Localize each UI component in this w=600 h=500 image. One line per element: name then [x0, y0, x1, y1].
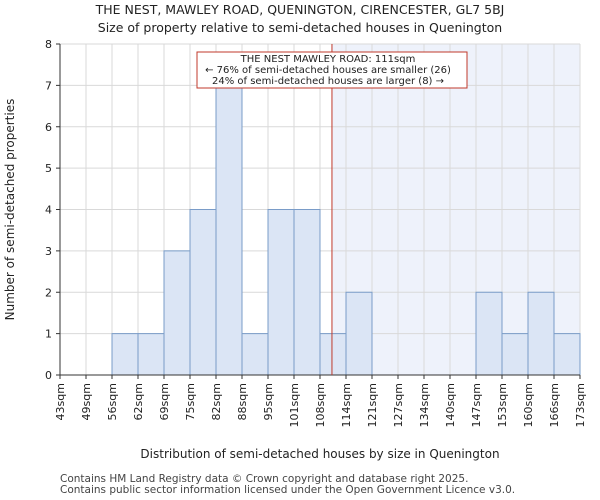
- x-tick-label: 88sqm: [236, 383, 249, 420]
- histogram-bar: [137, 333, 165, 376]
- y-tick: 1: [45, 328, 60, 341]
- x-tick: 121sqm: [366, 375, 379, 427]
- x-tick-label: 108sqm: [314, 383, 327, 427]
- x-tick: 160sqm: [522, 375, 535, 427]
- x-tick: 127sqm: [392, 375, 405, 427]
- x-tick: 173sqm: [574, 375, 587, 427]
- y-tick-label: 7: [45, 79, 52, 92]
- x-tick-label: 153sqm: [496, 383, 509, 427]
- x-tick: 43sqm: [54, 375, 67, 420]
- y-tick: 6: [45, 121, 60, 134]
- y-tick: 3: [45, 245, 60, 258]
- y-tick: 4: [45, 204, 60, 217]
- histogram-bar: [241, 333, 269, 376]
- x-tick: 49sqm: [80, 375, 93, 420]
- x-tick-label: 43sqm: [54, 383, 67, 420]
- x-tick: 114sqm: [340, 375, 353, 427]
- property-annotation: THE NEST MAWLEY ROAD: 111sqm ← 76% of se…: [196, 51, 468, 89]
- annotation-line-1: THE NEST MAWLEY ROAD: 111sqm: [240, 54, 416, 65]
- x-tick: 62sqm: [132, 375, 145, 420]
- x-tick-label: 62sqm: [132, 383, 145, 420]
- histogram-bar: [293, 209, 321, 376]
- histogram-bar: [111, 333, 139, 376]
- x-tick-label: 147sqm: [470, 383, 483, 427]
- x-tick: 88sqm: [236, 375, 249, 420]
- x-tick-label: 166sqm: [548, 383, 561, 427]
- y-tick: 7: [45, 79, 60, 92]
- x-tick: 75sqm: [184, 375, 197, 420]
- x-tick-label: 101sqm: [288, 383, 301, 427]
- x-tick: 69sqm: [158, 375, 171, 420]
- histogram-bar: [215, 84, 243, 376]
- y-tick-label: 8: [45, 38, 52, 51]
- x-tick-label: 49sqm: [80, 383, 93, 420]
- y-tick: 8: [45, 38, 60, 51]
- x-tick-label: 173sqm: [574, 383, 587, 427]
- histogram-bar: [267, 209, 295, 376]
- x-tick-label: 69sqm: [158, 383, 171, 420]
- footer-attribution-1: Contains HM Land Registry data © Crown c…: [60, 473, 469, 485]
- x-tick-label: 121sqm: [366, 383, 379, 427]
- y-tick-label: 5: [45, 162, 52, 175]
- x-tick-label: 114sqm: [340, 383, 353, 427]
- x-tick: 95sqm: [262, 375, 275, 420]
- annotation-line-2: ← 76% of semi-detached houses are smalle…: [205, 65, 451, 76]
- y-tick-label: 1: [45, 328, 52, 341]
- x-tick: 166sqm: [548, 375, 561, 427]
- x-tick: 56sqm: [106, 375, 119, 420]
- y-axis-label: Number of semi-detached properties: [3, 99, 17, 321]
- x-tick: 82sqm: [210, 375, 223, 420]
- annotation-line-3: 24% of semi-detached houses are larger (…: [212, 76, 444, 87]
- y-tick-label: 4: [45, 204, 52, 217]
- x-tick: 153sqm: [496, 375, 509, 427]
- x-tick: 101sqm: [288, 375, 301, 427]
- y-tick: 5: [45, 162, 60, 175]
- x-tick-label: 75sqm: [184, 383, 197, 420]
- x-tick-label: 140sqm: [444, 383, 457, 427]
- x-tick: 147sqm: [470, 375, 483, 427]
- x-tick: 140sqm: [444, 375, 457, 427]
- histogram-bar: [189, 209, 217, 376]
- annotation-box: [196, 51, 468, 89]
- histogram-bar: [501, 333, 529, 376]
- histogram-bar: [163, 250, 191, 376]
- histogram-bar: [553, 333, 581, 376]
- x-tick-label: 95sqm: [262, 383, 275, 420]
- histogram-bar: [527, 291, 555, 376]
- y-tick-label: 6: [45, 121, 52, 134]
- x-tick-label: 160sqm: [522, 383, 535, 427]
- x-tick: 108sqm: [314, 375, 327, 427]
- histogram-bar: [319, 333, 347, 376]
- histogram-chart: 0 1 2 3 4 5 6 7 8 43sqm 49sqm 56sqm 62sqm 69sqm 75sqm…: [3, 38, 587, 461]
- chart-title: THE NEST, MAWLEY ROAD, QUENINGTON, CIREN…: [95, 2, 505, 17]
- y-tick: 2: [45, 286, 60, 299]
- x-tick-label: 134sqm: [418, 383, 431, 427]
- histogram-bar: [475, 291, 503, 376]
- y-tick-label: 3: [45, 245, 52, 258]
- x-axis-label: Distribution of semi-detached houses by …: [140, 447, 499, 461]
- x-tick-label: 56sqm: [106, 383, 119, 420]
- x-tick: 134sqm: [418, 375, 431, 427]
- histogram-bar: [345, 291, 373, 376]
- y-tick: 0: [45, 369, 60, 382]
- x-tick-label: 127sqm: [392, 383, 405, 427]
- footer-attribution-2: Contains public sector information licen…: [60, 484, 516, 496]
- x-tick-label: 82sqm: [210, 383, 223, 420]
- chart-subtitle: Size of property relative to semi-detach…: [97, 20, 503, 35]
- y-tick-label: 2: [45, 286, 52, 299]
- y-tick-label: 0: [45, 369, 52, 382]
